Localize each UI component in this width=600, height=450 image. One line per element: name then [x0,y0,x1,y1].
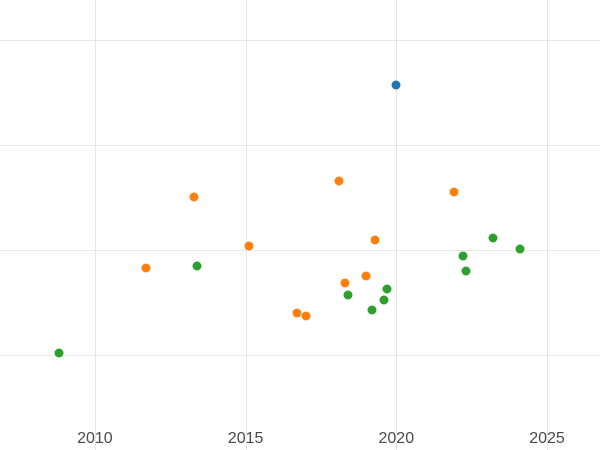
scatter-point-green [461,266,471,276]
scatter-point-orange [361,271,371,281]
x-gridline [245,0,247,450]
scatter-point-green [458,251,468,261]
scatter-point-orange [340,278,350,288]
scatter-point-green [488,233,498,243]
x-gridline [396,0,398,450]
y-gridline [0,39,600,41]
x-tick-label: 2025 [529,430,565,447]
scatter-point-orange [189,192,199,202]
scatter-point-green [382,284,392,294]
x-tick-label: 2015 [227,430,264,447]
x-gridline [94,0,96,450]
x-tick-label: 2010 [77,430,113,447]
scatter-point-orange [449,187,458,197]
y-gridline [0,355,600,356]
x-tick-label: 2020 [378,430,415,447]
scatter-point-green [192,261,202,271]
scatter-point-green [54,348,64,358]
scatter-point-orange [370,235,380,245]
scatter-point-green [343,290,353,300]
scatter-point-green [367,305,377,315]
scatter-point-orange [244,241,254,251]
y-gridline [0,144,600,146]
scatter-point-green [515,244,525,254]
scatter-point-orange [301,311,311,321]
scatter-point-green [379,295,389,305]
scatter-point-orange [292,308,302,318]
scatter-point-orange [334,176,344,186]
scatter-point-orange [141,263,151,273]
x-gridline [547,0,548,450]
scatter-point-blue [391,80,401,90]
y-gridline [0,249,600,251]
